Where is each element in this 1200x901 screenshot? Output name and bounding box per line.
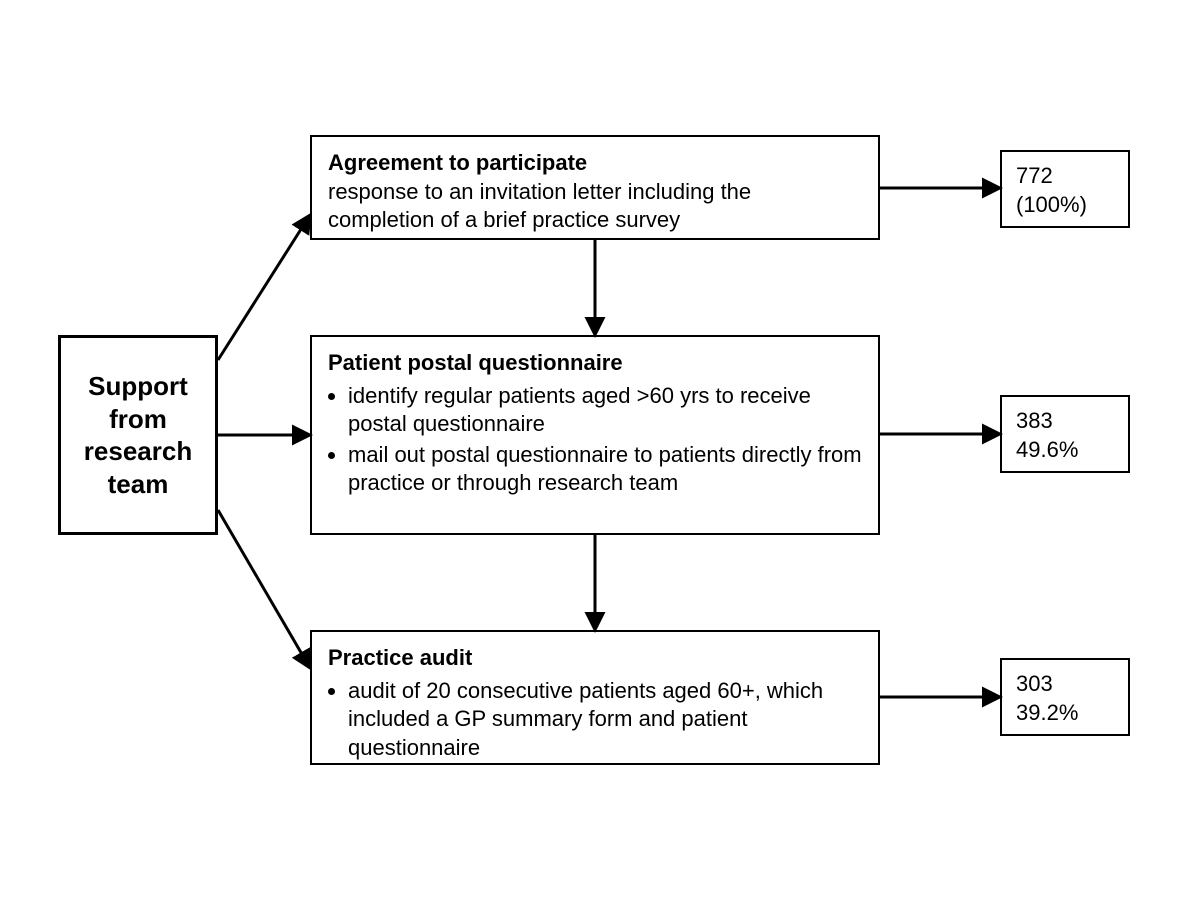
result-box-2: 383 49.6% [1000, 395, 1130, 473]
stage-audit: Practice audit audit of 20 consecutive p… [310, 630, 880, 765]
stage-audit-bullets: audit of 20 consecutive patients aged 60… [328, 677, 862, 763]
support-text: Support from research team [61, 370, 215, 500]
stage-questionnaire-bullets: identify regular patients aged >60 yrs t… [328, 382, 862, 498]
stage-questionnaire-title: Patient postal questionnaire [328, 350, 623, 375]
result-2-line2: 49.6% [1016, 437, 1078, 462]
result-2-line1: 383 [1016, 408, 1053, 433]
result-1-line2: (100%) [1016, 192, 1087, 217]
result-3-line2: 39.2% [1016, 700, 1078, 725]
stage-audit-bullet-1: audit of 20 consecutive patients aged 60… [348, 677, 862, 763]
stage-questionnaire: Patient postal questionnaire identify re… [310, 335, 880, 535]
result-1-line1: 772 [1016, 163, 1053, 188]
support-box: Support from research team [58, 335, 218, 535]
stage-agreement: Agreement to participate response to an … [310, 135, 880, 240]
result-box-1: 772 (100%) [1000, 150, 1130, 228]
flowchart-canvas: Support from research team Agreement to … [0, 0, 1200, 901]
stage-audit-title: Practice audit [328, 645, 472, 670]
result-3-line1: 303 [1016, 671, 1053, 696]
stage-agreement-body: response to an invitation letter includi… [328, 179, 751, 233]
result-box-3: 303 39.2% [1000, 658, 1130, 736]
stage-questionnaire-bullet-1: identify regular patients aged >60 yrs t… [348, 382, 862, 439]
stage-agreement-title: Agreement to participate [328, 150, 587, 175]
stage-questionnaire-bullet-2: mail out postal questionnaire to patient… [348, 441, 862, 498]
